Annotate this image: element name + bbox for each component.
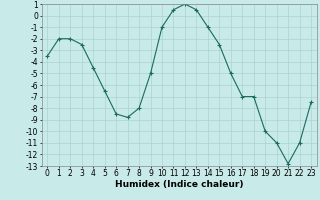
X-axis label: Humidex (Indice chaleur): Humidex (Indice chaleur) xyxy=(115,180,244,189)
